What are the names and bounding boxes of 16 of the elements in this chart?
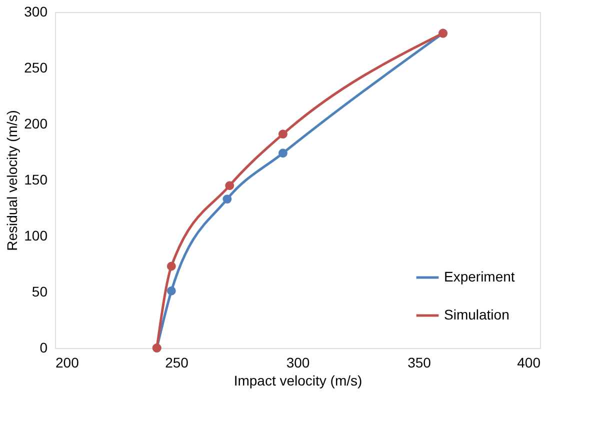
y-tick-label: 300 [24, 4, 48, 20]
legend-label: Simulation [444, 306, 510, 322]
y-tick-label: 100 [24, 228, 48, 244]
y-tick-label: 150 [24, 172, 48, 188]
y-axis-title: Residual velocity (m/s) [4, 110, 20, 251]
x-axis-title: Impact velocity (m/s) [234, 372, 362, 388]
y-tick-label: 200 [24, 116, 48, 132]
x-tick-label: 300 [286, 354, 310, 370]
y-tick-label: 250 [24, 60, 48, 76]
x-tick-label: 200 [56, 354, 80, 370]
x-tick-label: 350 [408, 354, 432, 370]
x-tick-label: 400 [517, 354, 541, 370]
y-tick-label: 50 [32, 284, 48, 300]
legend-label: Experiment [444, 268, 515, 284]
y-tick-label: 0 [40, 340, 48, 356]
x-tick-label: 250 [165, 354, 189, 370]
